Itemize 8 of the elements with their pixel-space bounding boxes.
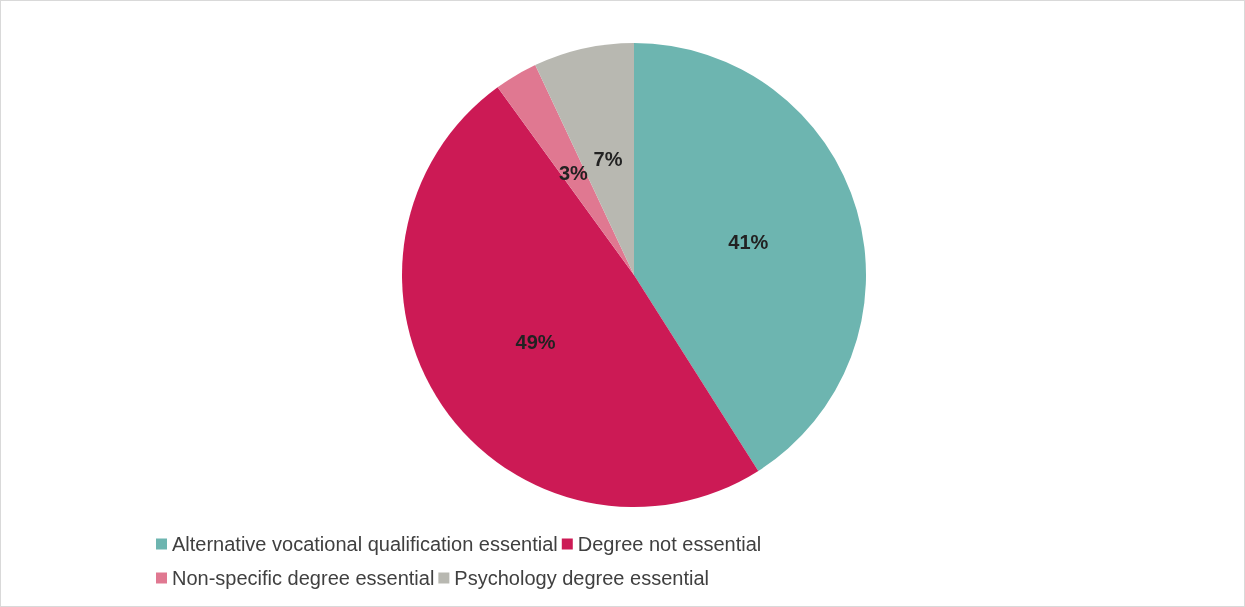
data-label: 7%	[593, 147, 623, 170]
data-label: 3%	[558, 161, 589, 184]
data-label: 49%	[515, 330, 556, 353]
legend-label: Alternative vocational qualification essential	[172, 533, 558, 555]
legend-label: Psychology degree essential	[454, 567, 709, 589]
data-label: 41%	[728, 230, 769, 253]
legend-label: Non-specific degree essential	[172, 567, 435, 589]
legend-label: Degree not essential	[577, 533, 762, 555]
